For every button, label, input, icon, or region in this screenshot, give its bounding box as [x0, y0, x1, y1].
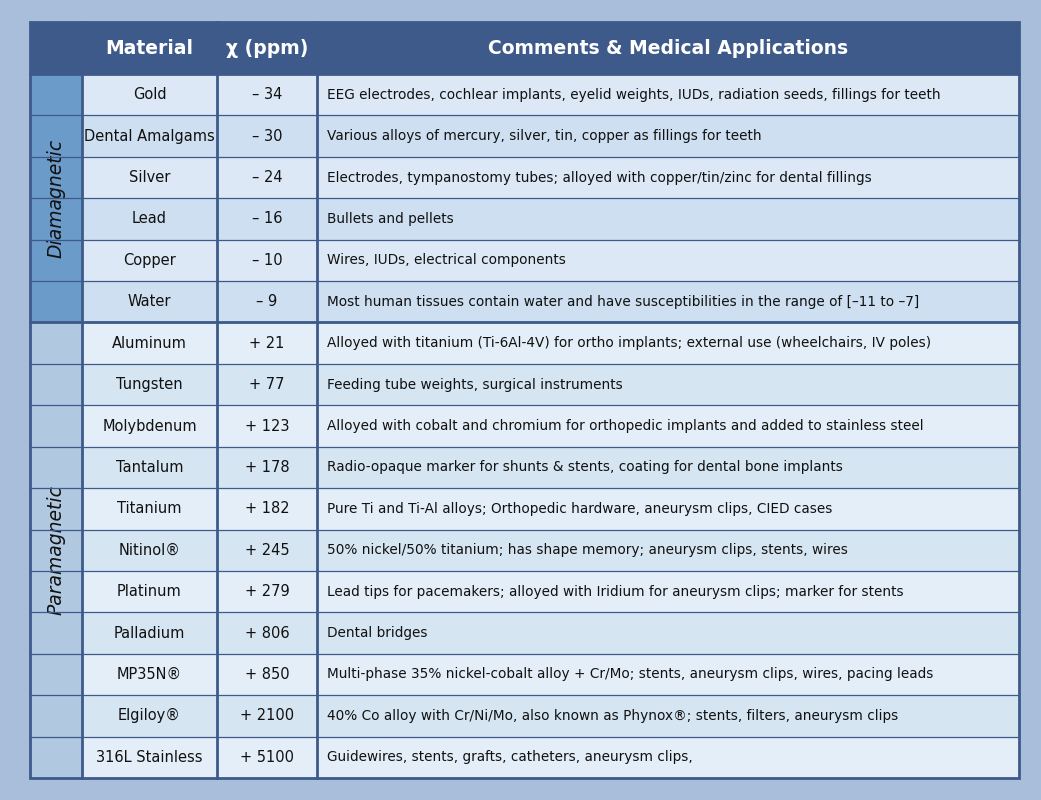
Bar [82, 695, 1019, 737]
Text: Copper: Copper [123, 253, 176, 268]
Text: Tantalum: Tantalum [116, 460, 183, 475]
Text: + 5100: + 5100 [240, 750, 294, 765]
Bar [82, 488, 1019, 530]
Text: Palladium: Palladium [113, 626, 185, 641]
Text: + 123: + 123 [245, 418, 289, 434]
Text: – 9: – 9 [256, 294, 278, 310]
Bar [82, 530, 1019, 571]
Bar [82, 322, 1019, 364]
Text: – 30: – 30 [252, 129, 282, 144]
Bar [82, 74, 1019, 115]
Bar [82, 157, 1019, 198]
Bar [82, 612, 1019, 654]
Text: Diamagnetic: Diamagnetic [47, 138, 66, 258]
Bar [30, 22, 1019, 74]
Text: – 24: – 24 [252, 170, 282, 185]
Text: MP35N®: MP35N® [117, 667, 182, 682]
Text: Molybdenum: Molybdenum [102, 418, 197, 434]
Text: Tungsten: Tungsten [117, 377, 183, 392]
Text: EEG electrodes, cochlear implants, eyelid weights, IUDs, radiation seeds, fillin: EEG electrodes, cochlear implants, eyeli… [327, 88, 941, 102]
Text: Lead tips for pacemakers; alloyed with Iridium for aneurysm clips; marker for st: Lead tips for pacemakers; alloyed with I… [327, 585, 904, 598]
Text: Guidewires, stents, grafts, catheters, aneurysm clips,: Guidewires, stents, grafts, catheters, a… [327, 750, 692, 764]
Bar [82, 406, 1019, 446]
Bar [82, 571, 1019, 612]
Text: Comments & Medical Applications: Comments & Medical Applications [488, 38, 848, 58]
Text: + 178: + 178 [245, 460, 289, 475]
Text: Alloyed with titanium (Ti-6Al-4V) for ortho implants; external use (wheelchairs,: Alloyed with titanium (Ti-6Al-4V) for or… [327, 336, 931, 350]
Text: Gold: Gold [132, 87, 167, 102]
Text: Lead: Lead [132, 211, 167, 226]
Bar [82, 364, 1019, 406]
Text: Silver: Silver [129, 170, 170, 185]
Text: Electrodes, tympanostomy tubes; alloyed with copper/tin/zinc for dental fillings: Electrodes, tympanostomy tubes; alloyed … [327, 170, 871, 185]
Text: Dental Amalgams: Dental Amalgams [84, 129, 214, 144]
Text: Wires, IUDs, electrical components: Wires, IUDs, electrical components [327, 254, 566, 267]
Text: + 806: + 806 [245, 626, 289, 641]
Text: Material: Material [105, 38, 194, 58]
Text: χ (ppm): χ (ppm) [226, 38, 308, 58]
Text: + 182: + 182 [245, 502, 289, 516]
Text: + 245: + 245 [245, 542, 289, 558]
Text: – 10: – 10 [252, 253, 282, 268]
Text: Paramagnetic: Paramagnetic [47, 486, 66, 615]
Bar [82, 198, 1019, 240]
Bar [82, 654, 1019, 695]
Text: Pure Ti and Ti-Al alloys; Orthopedic hardware, aneurysm clips, CIED cases: Pure Ti and Ti-Al alloys; Orthopedic har… [327, 502, 833, 516]
Text: Dental bridges: Dental bridges [327, 626, 428, 640]
Text: Multi-phase 35% nickel-cobalt alloy + Cr/Mo; stents, aneurysm clips, wires, paci: Multi-phase 35% nickel-cobalt alloy + Cr… [327, 667, 934, 682]
Bar [82, 115, 1019, 157]
Text: Radio-opaque marker for shunts & stents, coating for dental bone implants: Radio-opaque marker for shunts & stents,… [327, 461, 843, 474]
Bar [82, 281, 1019, 322]
Text: Water: Water [128, 294, 172, 310]
Text: Platinum: Platinum [118, 584, 182, 599]
Text: + 279: + 279 [245, 584, 289, 599]
Text: Most human tissues contain water and have susceptibilities in the range of [–11 : Most human tissues contain water and hav… [327, 294, 919, 309]
Text: + 21: + 21 [249, 336, 284, 350]
Text: + 77: + 77 [249, 377, 285, 392]
Text: Elgiloy®: Elgiloy® [118, 708, 181, 723]
Text: Bullets and pellets: Bullets and pellets [327, 212, 454, 226]
Text: + 850: + 850 [245, 667, 289, 682]
Text: Feeding tube weights, surgical instruments: Feeding tube weights, surgical instrumen… [327, 378, 623, 391]
Bar [82, 737, 1019, 778]
Text: 316L Stainless: 316L Stainless [96, 750, 203, 765]
Text: + 2100: + 2100 [239, 708, 294, 723]
Text: Aluminum: Aluminum [112, 336, 187, 350]
Text: Various alloys of mercury, silver, tin, copper as fillings for teeth: Various alloys of mercury, silver, tin, … [327, 129, 762, 143]
Text: Titanium: Titanium [118, 502, 182, 516]
Bar [82, 446, 1019, 488]
Text: Alloyed with cobalt and chromium for orthopedic implants and added to stainless : Alloyed with cobalt and chromium for ort… [327, 419, 923, 433]
Text: – 16: – 16 [252, 211, 282, 226]
Text: – 34: – 34 [252, 87, 282, 102]
Bar [82, 240, 1019, 281]
Text: Nitinol®: Nitinol® [119, 542, 180, 558]
Bar [30, 322, 82, 778]
Text: 40% Co alloy with Cr/Ni/Mo, also known as Phynox®; stents, filters, aneurysm cli: 40% Co alloy with Cr/Ni/Mo, also known a… [327, 709, 898, 723]
Text: 50% nickel/50% titanium; has shape memory; aneurysm clips, stents, wires: 50% nickel/50% titanium; has shape memor… [327, 543, 847, 558]
Bar [30, 74, 82, 322]
